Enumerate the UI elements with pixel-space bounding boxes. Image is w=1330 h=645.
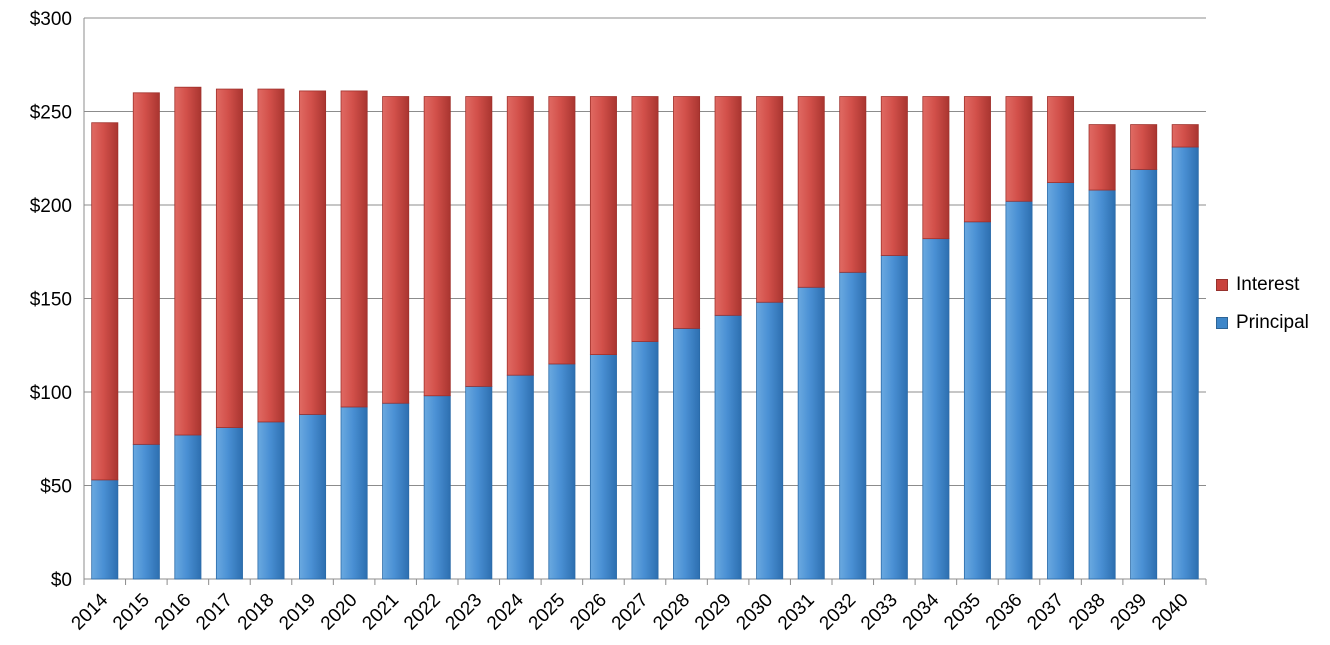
x-tick-label: 2035 [940, 590, 985, 635]
bar-interest [1047, 96, 1075, 183]
x-tick-label: 2029 [691, 590, 736, 635]
bar-interest [1088, 124, 1116, 191]
bar-interest [589, 96, 617, 355]
bar-principal [1005, 200, 1033, 580]
y-tick-label: $300 [30, 9, 72, 30]
bar-interest [673, 96, 701, 329]
y-tick-label: $200 [30, 196, 72, 217]
bar-principal [673, 328, 701, 580]
bar-principal [299, 414, 327, 580]
x-tick-label: 2023 [442, 590, 487, 635]
bar-interest [215, 88, 243, 428]
x-tick-label: 2037 [1023, 590, 1068, 635]
bar-interest [797, 96, 825, 288]
bar-principal [423, 395, 451, 580]
x-tick-label: 2027 [608, 590, 653, 635]
x-axis-tick-labels: 2014201520162017201820192020202120222023… [68, 589, 1193, 634]
bar-interest [714, 96, 742, 316]
legend-swatch-principal [1216, 317, 1228, 329]
bar-interest [506, 96, 534, 376]
bar-principal [1088, 189, 1116, 580]
bar-principal [1130, 169, 1158, 580]
bar-principal [465, 385, 493, 580]
bar-principal [756, 301, 784, 580]
bar-interest [963, 96, 991, 223]
y-tick-label: $150 [30, 290, 72, 311]
x-tick-label: 2021 [358, 590, 403, 635]
x-tick-label: 2024 [483, 589, 528, 634]
x-tick-label: 2017 [192, 590, 237, 635]
x-tick-label: 2039 [1106, 590, 1151, 635]
bar-principal [880, 255, 908, 580]
bar-interest [839, 96, 867, 273]
y-tick-label: $50 [40, 477, 72, 498]
bar-interest [880, 96, 908, 256]
bar-principal [215, 427, 243, 580]
bar-interest [1130, 124, 1158, 170]
bar-principal [340, 406, 368, 580]
x-tick-label: 2038 [1065, 590, 1110, 635]
x-tick-label: 2032 [816, 590, 861, 635]
bar-interest [756, 96, 784, 303]
bar-interest [465, 96, 493, 387]
bar-principal [91, 479, 119, 580]
bar-interest [1005, 96, 1033, 202]
legend-label-interest: Interest [1236, 274, 1300, 295]
bar-interest [132, 92, 160, 445]
bar-principal [1171, 146, 1199, 580]
bar-principal [1047, 182, 1075, 580]
legend-item-principal: Principal [1216, 304, 1309, 342]
x-tick-label: 2036 [982, 590, 1027, 635]
x-tick-label: 2022 [400, 590, 445, 635]
x-tick-label: 2033 [857, 590, 902, 635]
y-axis-tick-labels: $0 $50 $100 $150 $200 $250 $300 [30, 9, 72, 591]
x-tick-label: 2020 [317, 590, 362, 635]
x-tick-label: 2028 [649, 590, 694, 635]
legend: Interest Principal [1216, 266, 1309, 342]
x-tick-label: 2015 [109, 590, 154, 635]
x-tick-label: 2034 [899, 589, 944, 634]
x-tick-label: 2031 [774, 590, 819, 635]
bar-interest [548, 96, 576, 365]
x-tick-label: 2025 [525, 590, 570, 635]
bar-principal [631, 341, 659, 580]
bar-principal [839, 271, 867, 580]
legend-item-interest: Interest [1216, 266, 1309, 304]
bar-interest [257, 88, 285, 423]
bar-principal [548, 363, 576, 580]
x-tick-label: 2026 [566, 590, 611, 635]
legend-label-principal: Principal [1236, 312, 1309, 333]
bar-principal [714, 314, 742, 580]
bar-principal [132, 443, 160, 580]
bar-principal [797, 286, 825, 580]
x-tick-label: 2040 [1148, 590, 1193, 635]
y-tick-label: $250 [30, 103, 72, 124]
x-tick-label: 2019 [275, 590, 320, 635]
x-tick-label: 2018 [234, 590, 279, 635]
x-tick-label: 2014 [68, 589, 113, 634]
bar-interest [631, 96, 659, 342]
legend-swatch-interest [1216, 279, 1228, 291]
y-tick-label: $100 [30, 383, 72, 404]
bar-interest [382, 96, 410, 404]
bar-principal [174, 434, 202, 580]
bar-interest [91, 122, 119, 481]
bar-principal [382, 402, 410, 580]
bar-principal [506, 374, 534, 580]
bar-interest [340, 90, 368, 408]
bar-interest [299, 90, 327, 415]
bar-interest [1171, 124, 1199, 148]
x-tick-label: 2016 [151, 590, 196, 635]
x-tick-label: 2030 [732, 590, 777, 635]
bars [91, 86, 1199, 580]
bar-principal [589, 354, 617, 580]
bar-interest [174, 86, 202, 436]
bar-principal [257, 421, 285, 580]
bar-interest [922, 96, 950, 240]
bar-principal [922, 238, 950, 580]
bar-principal [963, 221, 991, 580]
y-tick-label: $0 [51, 570, 72, 591]
bar-interest [423, 96, 451, 397]
